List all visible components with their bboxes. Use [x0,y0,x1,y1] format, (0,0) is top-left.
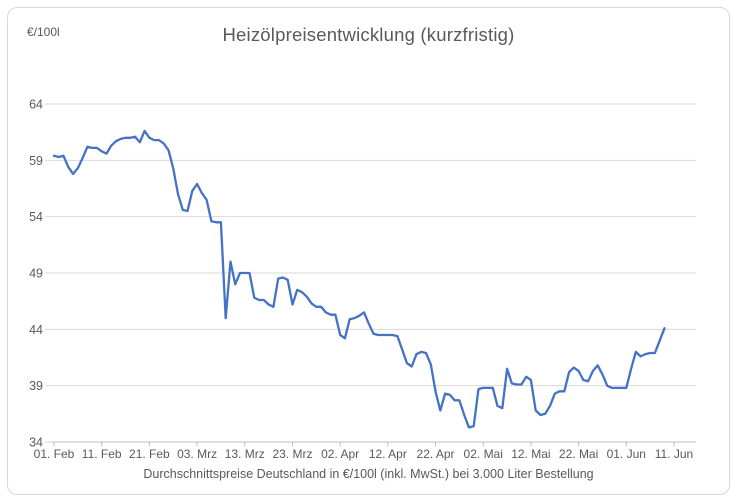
x-tick-label: 03. Mrz [177,447,217,461]
x-tick-label: 02. Mai [464,447,503,461]
chart-frame: €/100l Heizölpreisentwicklung (kurzfrist… [7,7,730,495]
y-axis-unit-label: €/100l [27,25,60,39]
x-tick-label: 01. Feb [34,447,75,461]
x-tick-label: 22. Mai [559,447,598,461]
x-tick-label: 02. Apr [321,447,359,461]
x-axis-caption: Durchschnittspreise Deutschland in €/100… [143,467,594,481]
y-tick-label: 39 [29,379,43,393]
x-tick-label: 22. Apr [417,447,455,461]
y-tick-label: 34 [29,436,43,450]
x-tick-label: 01. Jun [607,447,646,461]
y-tick-label: 49 [29,267,43,281]
x-tick-label: 13. Mrz [225,447,265,461]
y-tick-label: 54 [29,210,43,224]
x-tick-label: 23. Mrz [272,447,312,461]
y-tick-label: 64 [29,98,43,112]
x-tick-label: 12. Mai [511,447,550,461]
x-tick-label: 11. Feb [82,447,122,461]
y-tick-label: 59 [29,154,43,168]
x-tick-label: 11. Jun [655,447,693,461]
x-tick-label: 12. Apr [369,447,407,461]
price-line-series [52,129,666,429]
x-tick-label: 21. Feb [129,447,170,461]
chart-title: Heizölpreisentwicklung (kurzfristig) [222,24,515,45]
y-tick-label: 44 [29,323,43,337]
